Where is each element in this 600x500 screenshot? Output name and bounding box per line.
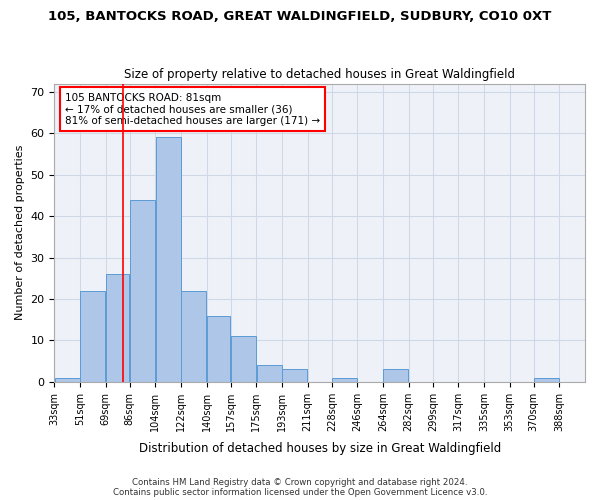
Bar (130, 200, 155, 382)
Bar (55, 378, 80, 382)
Text: 105 BANTOCKS ROAD: 81sqm
← 17% of detached houses are smaller (36)
81% of semi-d: 105 BANTOCKS ROAD: 81sqm ← 17% of detach… (65, 92, 320, 126)
Bar (106, 274, 130, 382)
Bar (383, 370, 408, 382)
Bar (181, 290, 206, 382)
Title: Size of property relative to detached houses in Great Waldingfield: Size of property relative to detached ho… (124, 68, 515, 81)
Text: 105, BANTOCKS ROAD, GREAT WALDINGFIELD, SUDBURY, CO10 0XT: 105, BANTOCKS ROAD, GREAT WALDINGFIELD, … (49, 10, 551, 23)
Bar (231, 336, 256, 382)
Bar (80, 290, 105, 382)
Bar (156, 138, 181, 382)
Y-axis label: Number of detached properties: Number of detached properties (15, 145, 25, 320)
Text: Contains HM Land Registry data © Crown copyright and database right 2024.
Contai: Contains HM Land Registry data © Crown c… (113, 478, 487, 497)
Bar (332, 378, 357, 382)
Bar (207, 316, 230, 382)
X-axis label: Distribution of detached houses by size in Great Waldingfield: Distribution of detached houses by size … (139, 442, 501, 455)
Bar (283, 370, 307, 382)
Bar (534, 378, 559, 382)
Bar (257, 365, 281, 382)
